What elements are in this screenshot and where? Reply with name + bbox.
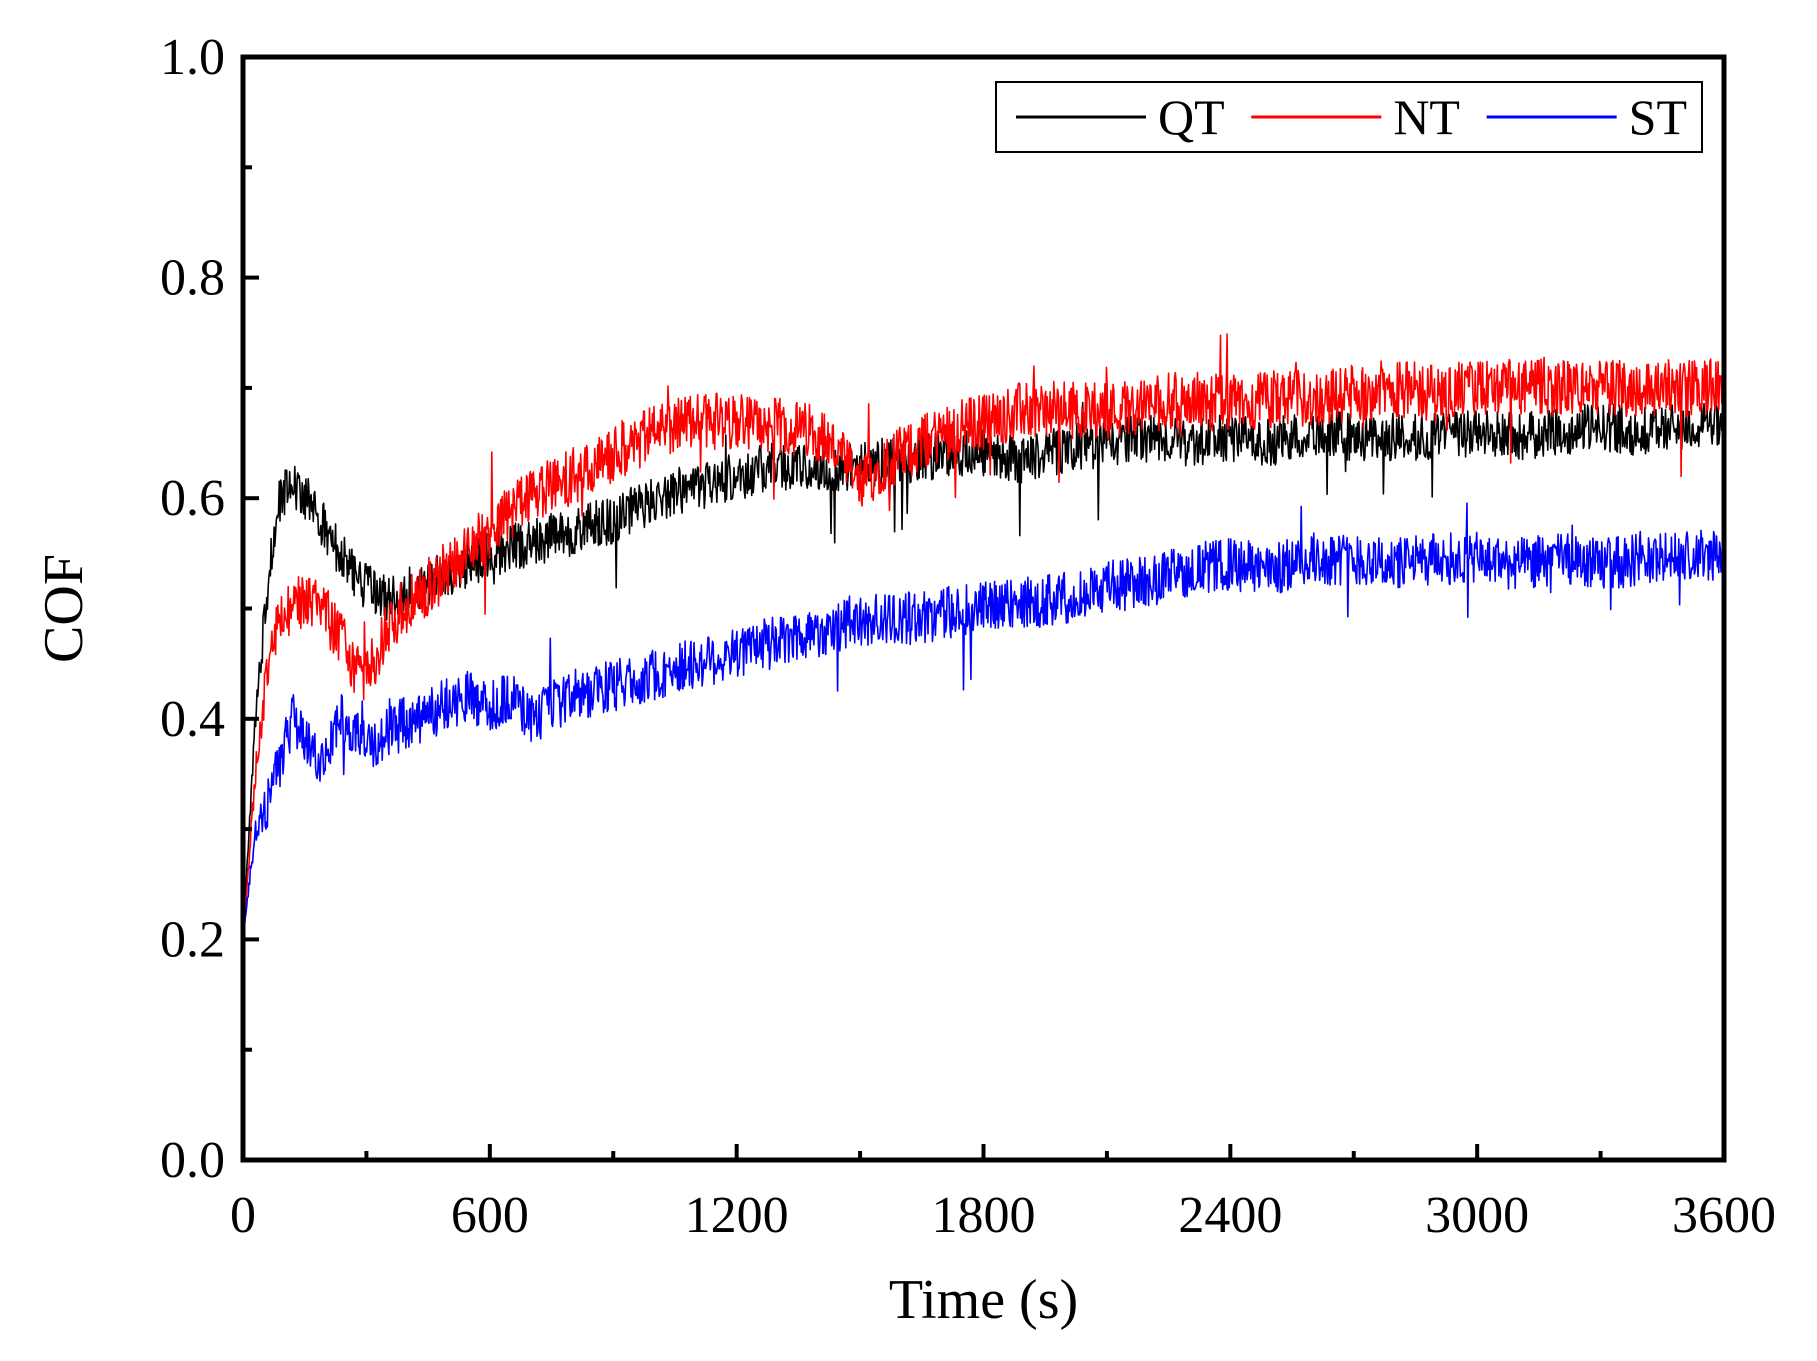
series-line-qt xyxy=(242,401,1725,940)
y-tick-label: 1.0 xyxy=(160,29,225,86)
y-tick-label: 0.4 xyxy=(160,691,225,748)
x-tick-label: 1800 xyxy=(932,1187,1036,1244)
legend-label-nt: NT xyxy=(1393,89,1460,145)
y-tick-label: 0.8 xyxy=(160,250,225,307)
series-layer xyxy=(242,333,1725,940)
x-tick-label: 600 xyxy=(451,1187,529,1244)
y-axis-title: COF xyxy=(33,554,95,663)
y-tick-label: 0.6 xyxy=(160,470,225,527)
x-tick-label: 3600 xyxy=(1672,1187,1776,1244)
legend: QT NT ST xyxy=(995,81,1703,153)
x-tick-label: 3000 xyxy=(1425,1187,1529,1244)
x-axis-title: Time (s) xyxy=(889,1269,1078,1331)
legend-label-st: ST xyxy=(1629,89,1687,145)
x-tick-label: 0 xyxy=(230,1187,256,1244)
y-tick-label: 0.2 xyxy=(160,911,225,968)
axis-ticks: 0 600 1200 1800 2400 3000 3600 0.0 0.2 0.4 0.6 0.8 1… xyxy=(160,29,1776,1244)
x-tick-label: 2400 xyxy=(1178,1187,1282,1244)
y-tick-label: 0.0 xyxy=(160,1132,225,1189)
legend-label-qt: QT xyxy=(1158,89,1225,145)
series-line-st xyxy=(242,502,1725,940)
x-tick-label: 1200 xyxy=(685,1187,789,1244)
series-line-nt xyxy=(242,333,1725,940)
